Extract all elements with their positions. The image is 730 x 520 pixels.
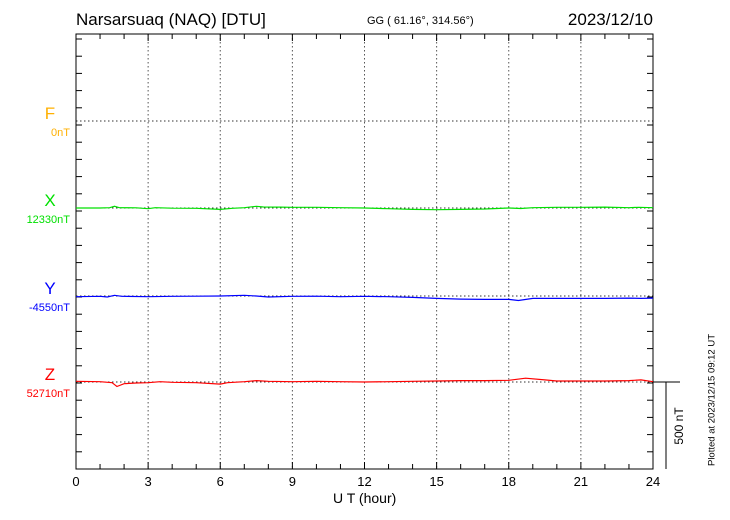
geographic-coords: GG ( 61.16°, 314.56°) bbox=[367, 15, 474, 27]
plot-date: 2023/12/10 bbox=[567, 10, 653, 29]
x-tick-label: 18 bbox=[501, 474, 516, 489]
x-tick-label: 0 bbox=[72, 474, 80, 489]
x-tick-label: 15 bbox=[429, 474, 444, 489]
x-tick-label: 24 bbox=[645, 474, 661, 489]
x-tick-label: 3 bbox=[144, 474, 152, 489]
scale-bar-label: 500 nT bbox=[672, 407, 686, 445]
baseline-value-y: -4550nT bbox=[29, 302, 70, 314]
component-label-y: Y bbox=[44, 279, 56, 298]
x-tick-label: 9 bbox=[288, 474, 296, 489]
series-line-z bbox=[75, 377, 654, 388]
x-tick-label: 12 bbox=[357, 474, 372, 489]
baseline-value-z: 52710nT bbox=[26, 388, 70, 400]
series-line-y bbox=[75, 294, 654, 302]
plot-frame bbox=[75, 33, 654, 470]
plotted-timestamp: Plotted at 2023/12/15 09:12 UT bbox=[706, 333, 718, 467]
baseline-value-x: 12330nT bbox=[26, 214, 70, 226]
x-axis-label: U T (hour) bbox=[333, 490, 397, 506]
x-tick-label: 21 bbox=[573, 474, 589, 489]
station-title: Narsarsuaq (NAQ) [DTU] bbox=[76, 10, 266, 29]
component-label-z: Z bbox=[44, 365, 56, 384]
series-line-x bbox=[76, 205, 654, 211]
component-label-x: X bbox=[44, 191, 56, 210]
component-label-f: F bbox=[44, 104, 56, 123]
x-tick-label: 6 bbox=[216, 474, 224, 489]
baseline-value-f: 0nT bbox=[51, 127, 70, 139]
